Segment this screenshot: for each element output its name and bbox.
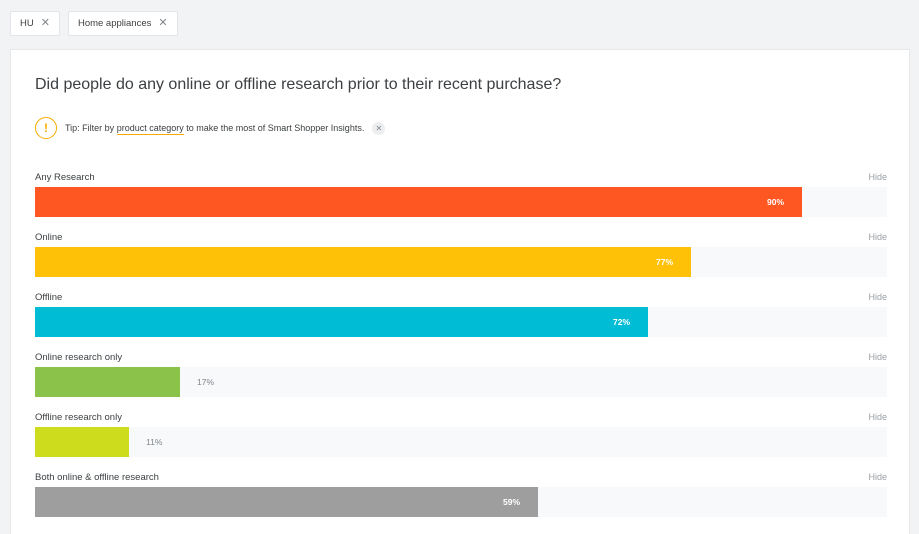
hide-button[interactable]: Hide <box>868 352 887 362</box>
bar-value-label: 72% <box>613 317 631 327</box>
tip-banner: ! Tip: Filter by product category to mak… <box>35 117 386 139</box>
bar-label: Offline research only <box>35 412 122 423</box>
bar <box>35 427 129 457</box>
bar <box>35 247 691 277</box>
bar-value-label: 90% <box>767 197 785 207</box>
bar-row: Offline research only Hide 11% <box>35 412 887 472</box>
hide-button[interactable]: Hide <box>868 232 887 242</box>
tip-prefix: Tip: Filter by <box>65 123 117 133</box>
bar-track: 11% <box>35 427 887 457</box>
bar-label: Any Research <box>35 172 95 183</box>
bar-value-label: 11% <box>146 437 163 447</box>
tip-text: Tip: Filter by product category to make … <box>65 123 365 135</box>
filter-chip-country[interactable]: HU ✕ <box>10 11 60 36</box>
hide-button[interactable]: Hide <box>868 472 887 482</box>
bar <box>35 307 648 337</box>
bar-label: Both online & offline research <box>35 472 159 483</box>
bar-value-label: 59% <box>503 497 521 507</box>
hide-button[interactable]: Hide <box>868 412 887 422</box>
alert-icon: ! <box>35 117 57 139</box>
bar-track: 59% <box>35 487 887 517</box>
bar-label: Online <box>35 232 63 243</box>
question-card: Did people do any online or offline rese… <box>10 49 910 534</box>
tip-suffix: to make the most of Smart Shopper Insigh… <box>183 123 365 133</box>
bar-row: Online Hide 77% <box>35 232 887 292</box>
bar-track: 72% <box>35 307 887 337</box>
bar-row: Both online & offline research Hide 59% <box>35 472 887 532</box>
close-icon[interactable]: ✕ <box>372 121 386 135</box>
close-icon[interactable]: ✕ <box>40 17 50 29</box>
bar-track: 17% <box>35 367 887 397</box>
filter-chip-label: Home appliances <box>77 18 152 29</box>
close-icon[interactable]: ✕ <box>158 17 168 29</box>
product-category-link[interactable]: product category <box>116 123 184 135</box>
bar-value-label: 77% <box>656 257 674 267</box>
filter-chips: HU ✕ Home appliances ✕ <box>10 11 178 36</box>
bar-row: Offline Hide 72% <box>35 292 887 352</box>
filter-chip-label: HU <box>20 18 34 29</box>
bar-track: 90% <box>35 187 887 217</box>
hide-button[interactable]: Hide <box>868 292 887 302</box>
bar-row: Online research only Hide 17% <box>35 352 887 412</box>
bar <box>35 487 538 517</box>
bar <box>35 367 180 397</box>
bar-label: Online research only <box>35 352 123 363</box>
bar-value-label: 17% <box>197 377 215 387</box>
bar-chart: Any Research Hide 90% Online Hide 77% Offline H… <box>35 172 887 532</box>
bar-track: 77% <box>35 247 887 277</box>
filter-chip-category[interactable]: Home appliances ✕ <box>67 11 178 36</box>
question-title: Did people do any online or offline rese… <box>35 76 562 93</box>
hide-button[interactable]: Hide <box>868 172 887 182</box>
bar-label: Offline <box>35 292 63 303</box>
bar-row: Any Research Hide 90% <box>35 172 887 232</box>
bar <box>35 187 802 217</box>
